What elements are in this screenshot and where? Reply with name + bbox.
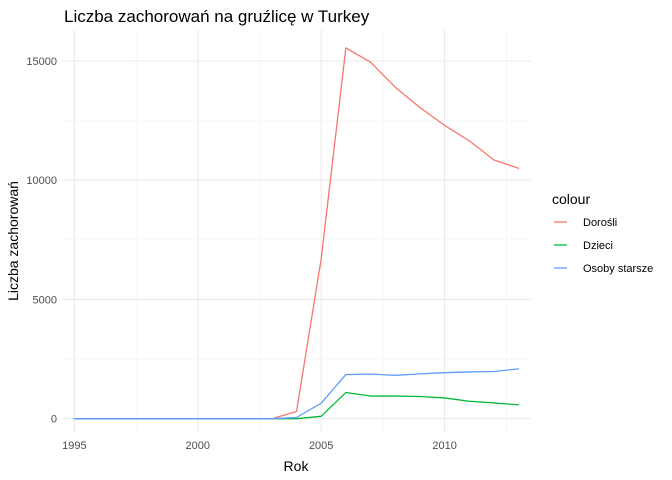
y-tick-label: 10000 xyxy=(26,175,57,187)
series-line xyxy=(73,47,520,420)
y-tick-label: 5000 xyxy=(33,294,57,306)
legend-label: Dorośli xyxy=(583,217,617,229)
series-lines xyxy=(73,47,520,420)
y-axis-title: Liczba zachorowań xyxy=(5,181,21,301)
series-line xyxy=(73,391,520,420)
axes: 1995 2000 2005 2010 0 5000 10000 15000 xyxy=(26,56,456,452)
series-line xyxy=(73,368,520,420)
legend-label: Osoby starsze xyxy=(583,263,653,275)
legend: colour Dorośli Dzieci Osoby starsze xyxy=(552,191,653,275)
y-tick-label: 0 xyxy=(51,414,57,426)
y-tick-label: 15000 xyxy=(26,56,57,68)
x-tick-label: 2010 xyxy=(432,440,456,452)
x-tick-label: 2005 xyxy=(309,440,333,452)
x-axis-title: Rok xyxy=(284,458,310,474)
legend-title: colour xyxy=(552,191,590,207)
chart-title: Liczba zachorowań na gruźlicę w Turkey xyxy=(64,7,370,26)
x-tick-label: 2000 xyxy=(186,440,210,452)
x-tick-label: 1995 xyxy=(62,440,86,452)
legend-label: Dzieci xyxy=(583,240,613,252)
